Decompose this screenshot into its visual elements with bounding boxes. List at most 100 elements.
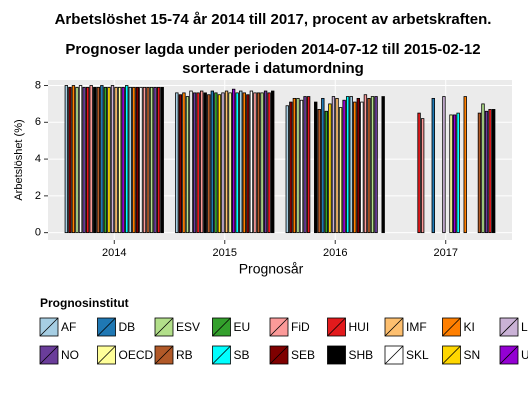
bar — [139, 86, 143, 234]
bar — [491, 109, 496, 234]
legend-label: NO — [61, 348, 79, 362]
bar — [260, 92, 264, 234]
legend-key-slash — [212, 317, 231, 337]
legend-key-slash — [269, 345, 289, 365]
legend-label: AF — [61, 320, 76, 334]
bar — [203, 92, 207, 234]
legend-key-slash — [97, 345, 116, 365]
bar — [271, 90, 275, 234]
bar — [267, 92, 271, 234]
bar — [335, 97, 339, 234]
y-tick-label: 4 — [35, 153, 41, 165]
bar — [189, 90, 193, 234]
bar — [417, 112, 421, 234]
legend-label: SB — [234, 348, 250, 362]
bar — [78, 85, 83, 234]
legend-key-slash — [269, 317, 289, 337]
legend-label: RB — [176, 348, 193, 362]
legend-label: SHB — [349, 348, 374, 362]
bar — [107, 86, 111, 234]
legend-key-slash — [442, 345, 461, 365]
bar — [178, 94, 183, 234]
bar — [64, 85, 69, 234]
bar — [103, 86, 108, 234]
legend-key-slash — [39, 317, 59, 337]
bar — [128, 86, 132, 234]
bar — [431, 97, 435, 234]
bar — [356, 97, 360, 234]
bar — [114, 86, 118, 234]
legend-label: EU — [234, 320, 251, 334]
bar — [292, 97, 297, 234]
bar — [442, 96, 446, 234]
bar — [296, 97, 300, 234]
legend-label: SKL — [406, 348, 429, 362]
bar — [110, 85, 115, 234]
bar — [207, 94, 211, 234]
legend-key-slash — [212, 345, 231, 365]
legend-label: KI — [464, 320, 475, 334]
bar — [303, 96, 307, 234]
bar — [463, 96, 467, 234]
bar — [374, 96, 378, 234]
bar — [363, 94, 368, 234]
chart-title: Prognoser lagda under perioden 2014-07-1… — [65, 41, 480, 58]
bar — [256, 92, 261, 234]
x-axis-label: Prognosår — [239, 261, 304, 277]
bar — [360, 101, 364, 234]
bar — [367, 97, 371, 234]
chart-title: sorterade i datumordning — [182, 60, 364, 77]
bar — [488, 109, 492, 234]
y-tick-label: 0 — [35, 227, 41, 239]
bar — [175, 92, 179, 234]
bar — [221, 92, 225, 234]
x-tick-label: 2015 — [213, 247, 237, 259]
bar — [246, 94, 250, 234]
bar — [125, 85, 129, 234]
bar — [146, 86, 150, 234]
bar — [477, 112, 482, 234]
bar — [338, 107, 343, 234]
legend-label: DB — [119, 320, 136, 334]
bar — [153, 86, 157, 234]
bar — [85, 86, 90, 234]
y-tick-label: 8 — [35, 79, 41, 91]
legend-label: IMF — [406, 320, 427, 334]
bar — [306, 96, 311, 234]
bar — [224, 90, 229, 234]
legend-key-slash — [154, 317, 174, 337]
legend-label: Un — [521, 348, 528, 362]
chart-title: Arbetslöshet 15-74 år 2014 till 2017, pr… — [55, 11, 492, 28]
x-tick-label: 2014 — [102, 247, 126, 259]
bar — [317, 109, 321, 234]
legend-key-slash — [39, 345, 59, 365]
bar — [349, 96, 353, 234]
bar — [185, 96, 190, 234]
x-tick-label: 2017 — [433, 247, 457, 259]
bar — [156, 86, 161, 234]
bar — [299, 99, 304, 234]
bar — [192, 92, 197, 234]
bar — [285, 105, 289, 234]
legend-key-slash — [97, 317, 116, 337]
x-tick-label: 2016 — [323, 247, 347, 259]
bar — [132, 86, 136, 234]
bar — [182, 92, 186, 234]
bar — [235, 92, 239, 234]
bar — [135, 86, 140, 234]
bar — [228, 92, 232, 234]
bar — [231, 88, 236, 234]
legend-key-slash — [442, 317, 461, 337]
bar — [71, 85, 76, 234]
bar — [420, 118, 425, 234]
legend-label: HUI — [349, 320, 370, 334]
bar — [75, 86, 79, 234]
legend-label: LO — [521, 320, 528, 334]
bar — [449, 114, 453, 234]
bar — [68, 86, 72, 234]
legend-key-slash — [384, 345, 404, 365]
bar — [160, 86, 164, 234]
bar — [214, 92, 218, 234]
y-tick-label: 2 — [35, 190, 41, 202]
bar — [253, 92, 257, 234]
